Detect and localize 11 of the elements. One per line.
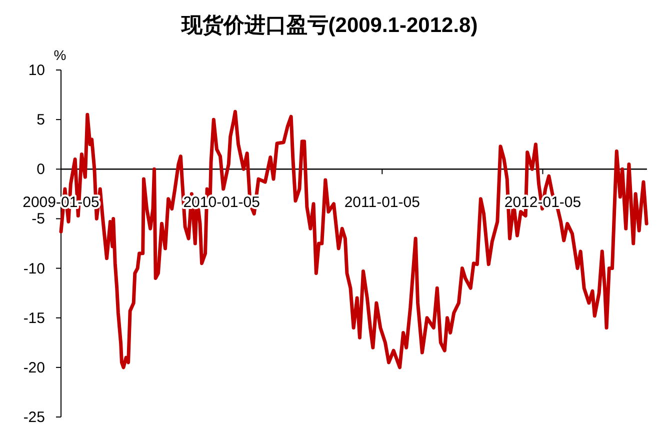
- y-tick-label: 10: [28, 62, 45, 79]
- y-tick-label: -25: [23, 409, 45, 426]
- y-axis-title: %: [54, 47, 66, 63]
- y-tick-label: 0: [36, 161, 45, 178]
- y-tick-label: -20: [23, 359, 45, 376]
- y-tick-label: 5: [36, 112, 45, 129]
- chart-title: 现货价进口盈亏(2009.1-2012.8): [180, 14, 478, 37]
- y-tick-label: -15: [23, 310, 45, 327]
- y-tick-label: -5: [32, 210, 45, 228]
- x-tick-label: 2011-01-05: [344, 194, 420, 212]
- y-tick-label: -10: [23, 260, 45, 278]
